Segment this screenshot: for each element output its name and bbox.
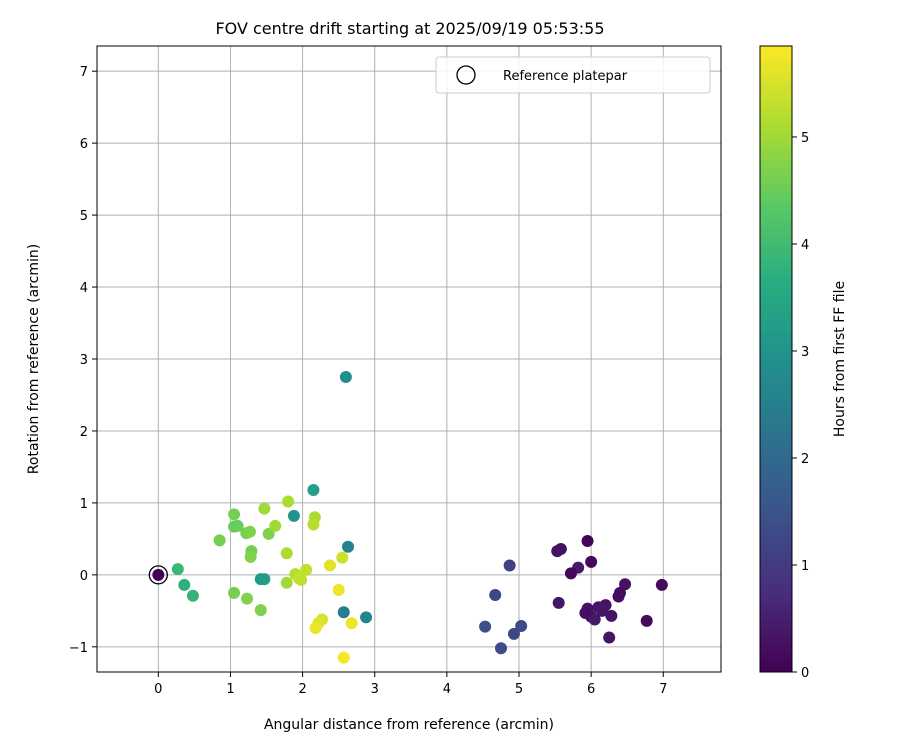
data-point — [581, 535, 594, 548]
data-point — [479, 620, 492, 633]
y-tick-label: 4 — [80, 281, 88, 296]
data-point — [243, 525, 256, 538]
data-point — [603, 631, 616, 644]
x-tick-label: 4 — [443, 682, 451, 697]
data-point — [228, 586, 241, 599]
colorbar-tick-label: 4 — [801, 238, 809, 253]
data-point — [337, 651, 350, 664]
y-axis-ticks: −1 0 1 2 3 4 5 6 7 — [69, 65, 97, 656]
x-axis-label: Angular distance from reference (arcmin) — [264, 717, 554, 733]
data-point — [213, 534, 226, 547]
y-axis-label: Rotation from reference (arcmin) — [26, 244, 42, 474]
colorbar-tick-label: 2 — [801, 452, 809, 467]
data-points — [171, 370, 668, 664]
data-point — [507, 627, 520, 640]
data-point — [231, 519, 244, 532]
x-tick-label: 1 — [226, 682, 234, 697]
data-point — [178, 578, 191, 591]
data-point — [605, 609, 618, 622]
data-point — [282, 495, 295, 508]
data-point — [332, 583, 345, 596]
data-point — [337, 606, 350, 619]
data-point — [551, 545, 564, 558]
data-point — [345, 617, 358, 630]
colorbar-tick-label: 5 — [801, 131, 809, 146]
x-tick-label: 0 — [154, 682, 162, 697]
y-tick-label: 5 — [80, 209, 88, 224]
legend-label: Reference platepar — [503, 69, 628, 84]
data-point — [171, 563, 184, 576]
reference-point — [152, 568, 165, 581]
y-tick-label: −1 — [69, 641, 88, 656]
data-point — [300, 563, 313, 576]
data-point — [269, 519, 282, 532]
data-point — [339, 370, 352, 383]
data-point — [241, 592, 254, 605]
data-point — [494, 642, 507, 655]
data-point — [588, 613, 601, 626]
data-point — [262, 527, 275, 540]
data-point — [324, 559, 337, 572]
legend: Reference platepar — [435, 56, 711, 94]
data-point — [585, 555, 598, 568]
y-tick-label: 2 — [80, 425, 88, 440]
colorbar-tick-label: 0 — [801, 666, 809, 681]
data-point — [612, 590, 625, 603]
data-point — [280, 547, 293, 560]
colorbar-gradient — [759, 45, 793, 673]
data-point — [360, 611, 373, 624]
data-point — [295, 573, 308, 586]
data-point — [186, 589, 199, 602]
data-point — [280, 576, 293, 589]
x-tick-label: 5 — [515, 682, 523, 697]
y-tick-label: 6 — [80, 137, 88, 152]
colorbar-tick-label: 3 — [801, 345, 809, 360]
y-tick-label: 0 — [80, 569, 88, 584]
data-point — [336, 551, 349, 564]
data-point — [258, 502, 271, 515]
x-tick-label: 7 — [659, 682, 667, 697]
data-point — [342, 540, 355, 553]
data-point — [254, 604, 267, 617]
data-point — [309, 622, 322, 635]
colorbar-tick-label: 1 — [801, 559, 809, 574]
data-point — [307, 483, 320, 496]
data-point — [258, 573, 271, 586]
plot-area: 0 1 2 3 4 5 6 7 −1 0 1 2 3 4 5 6 7 — [69, 45, 722, 697]
colorbar-ticks: 0 1 2 3 4 5 — [792, 131, 809, 681]
x-tick-label: 3 — [371, 682, 379, 697]
data-point — [595, 604, 608, 617]
x-tick-label: 6 — [587, 682, 595, 697]
y-tick-label: 3 — [80, 353, 88, 368]
data-point — [515, 619, 528, 632]
data-point — [640, 614, 653, 627]
x-axis-ticks: 0 1 2 3 4 5 6 7 — [154, 672, 667, 697]
data-point — [552, 596, 565, 609]
colorbar-label: Hours from first FF file — [832, 281, 848, 437]
reference-point-group — [148, 565, 168, 585]
data-point — [564, 567, 577, 580]
data-point — [489, 589, 502, 602]
data-point — [503, 559, 516, 572]
data-point — [287, 509, 300, 522]
y-tick-label: 7 — [80, 65, 88, 80]
reference-platepar-marker — [148, 565, 168, 585]
chart-title: FOV centre drift starting at 2025/09/19 … — [215, 19, 604, 38]
legend-marker-icon — [456, 65, 476, 85]
x-tick-label: 2 — [298, 682, 306, 697]
colorbar: 0 1 2 3 4 5 Hours from first FF file — [759, 45, 848, 681]
data-point — [655, 578, 668, 591]
data-point — [244, 550, 257, 563]
y-tick-label: 1 — [80, 497, 88, 512]
legend-box — [435, 56, 711, 94]
data-point — [307, 518, 320, 531]
data-point — [228, 508, 241, 521]
